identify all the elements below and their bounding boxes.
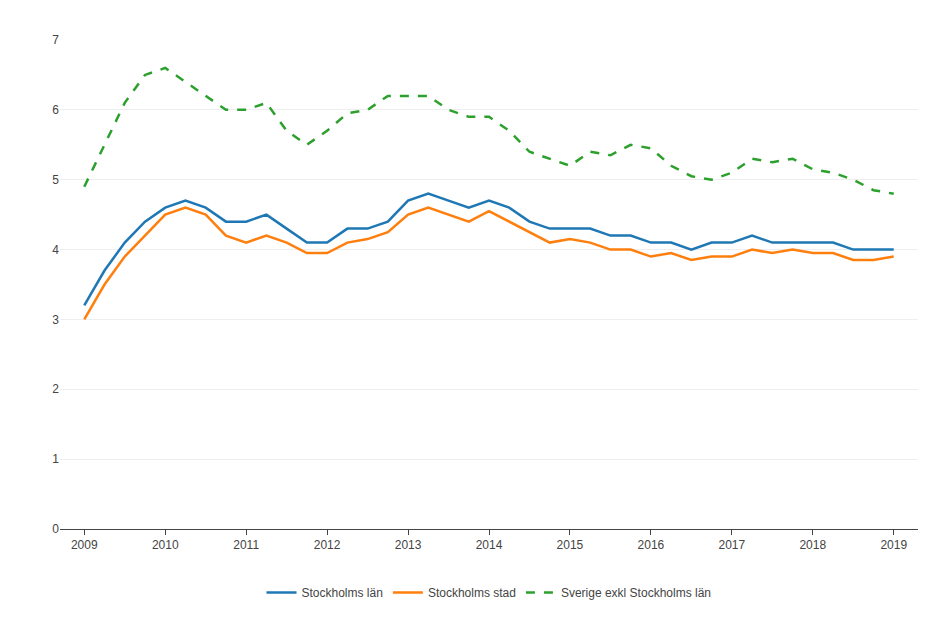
svg-text:3: 3 bbox=[52, 313, 59, 327]
svg-text:2011: 2011 bbox=[233, 538, 259, 552]
svg-text:2017: 2017 bbox=[718, 538, 745, 552]
svg-text:2018: 2018 bbox=[799, 538, 826, 552]
svg-text:2016: 2016 bbox=[638, 538, 665, 552]
svg-text:2015: 2015 bbox=[557, 538, 584, 552]
svg-text:2019: 2019 bbox=[880, 538, 907, 552]
svg-text:1: 1 bbox=[52, 452, 59, 466]
svg-text:4: 4 bbox=[52, 243, 59, 257]
svg-text:2013: 2013 bbox=[395, 538, 422, 552]
svg-text:2: 2 bbox=[52, 382, 59, 396]
svg-text:5: 5 bbox=[52, 173, 59, 187]
svg-text:2009: 2009 bbox=[71, 538, 98, 552]
svg-text:6: 6 bbox=[52, 103, 59, 117]
svg-text:2014: 2014 bbox=[476, 538, 503, 552]
svg-text:2012: 2012 bbox=[314, 538, 341, 552]
svg-text:Stockholms län: Stockholms län bbox=[302, 586, 383, 600]
svg-text:2010: 2010 bbox=[152, 538, 179, 552]
svg-text:Sverige exkl Stockholms län: Sverige exkl Stockholms län bbox=[561, 586, 711, 600]
svg-text:0: 0 bbox=[52, 522, 59, 536]
svg-text:Stockholms stad: Stockholms stad bbox=[428, 586, 516, 600]
svg-text:7: 7 bbox=[52, 33, 59, 47]
